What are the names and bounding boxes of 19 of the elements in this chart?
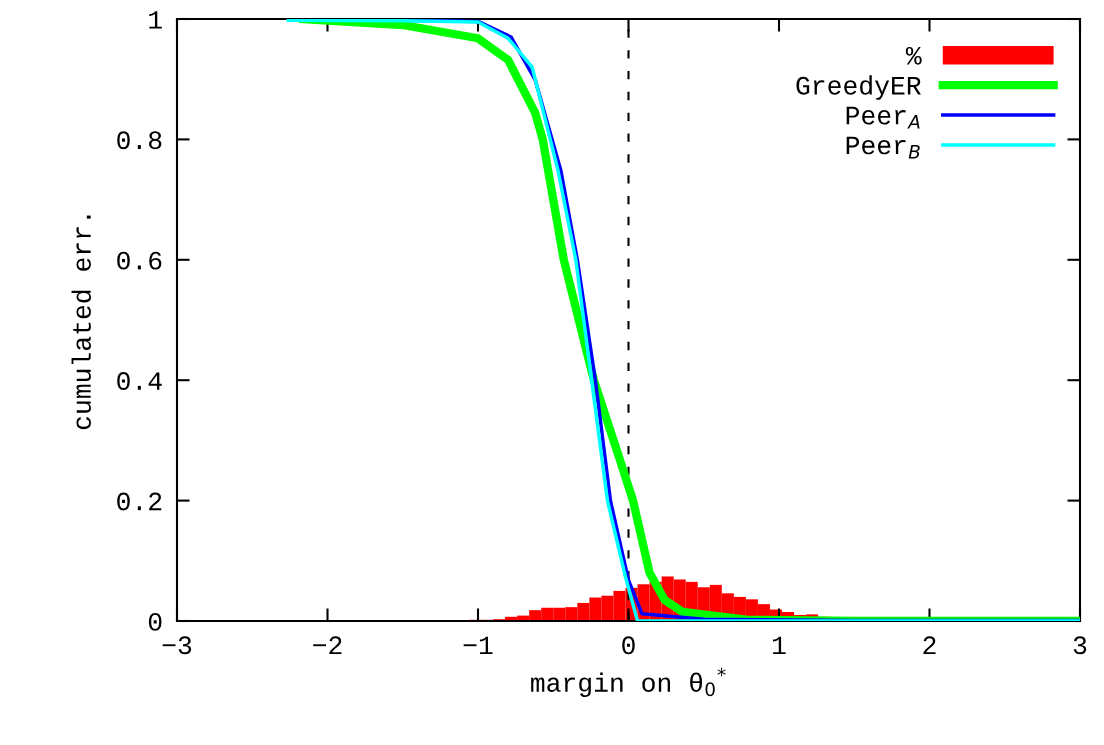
x-tick-label: 1 — [772, 636, 786, 655]
x-axis-title: margin on θ$_{0}$$^{*}$ — [531, 667, 726, 698]
x-tick-label: 2 — [923, 636, 936, 655]
y-tick-label: 0.4 — [117, 372, 162, 391]
y-tick-label: 1 — [149, 11, 162, 29]
x-tick-label: 3 — [1073, 636, 1087, 655]
x-tick-label: −3 — [162, 636, 192, 655]
x-tick-label: −2 — [313, 636, 342, 655]
y-tick-label: 0.6 — [117, 251, 162, 270]
legend-label: GreedyER — [796, 75, 921, 100]
legend-label: Peer$_{B}$ — [846, 136, 920, 159]
y-tick-label: 0 — [148, 612, 162, 631]
y-axis-title: cumulated err. — [71, 215, 92, 430]
legend-label: % — [905, 46, 922, 65]
legend-label: Peer$_{A}$ — [846, 106, 920, 129]
x-tick-label: 0 — [622, 636, 635, 655]
x-tick-label: −1 — [463, 636, 493, 655]
y-tick-label: 0.2 — [117, 492, 162, 511]
y-tick-label: 0.8 — [117, 131, 162, 150]
